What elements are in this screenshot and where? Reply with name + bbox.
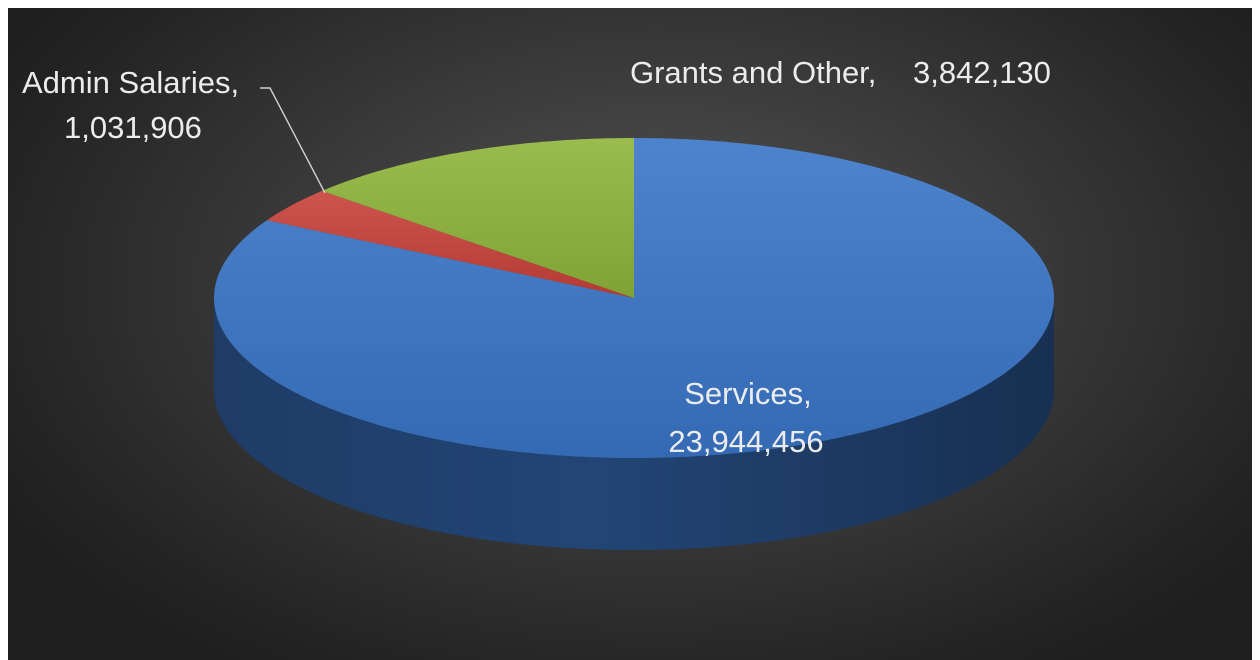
leader-line-admin — [260, 87, 326, 194]
slices-layer — [214, 138, 1054, 550]
pie-side-shade-services — [214, 298, 1054, 550]
data-label-value-services: 23,944,456 — [668, 424, 823, 459]
data-label-value-grants: 3,842,130 — [913, 55, 1051, 90]
chart-area: Grants and Other, 3,842,130 Admin Salari… — [8, 8, 1252, 660]
pie-slice-shade-grants-and-other — [321, 138, 634, 298]
data-label-name-admin: Admin Salaries, — [22, 65, 239, 100]
data-label-value-admin: 1,031,906 — [64, 110, 202, 145]
pie-chart: Grants and Other, 3,842,130 Admin Salari… — [22, 55, 1054, 550]
pie-slice-shade-admin-salaries — [267, 190, 634, 298]
data-label-name-services: Services, — [684, 376, 811, 411]
data-label-name-grants: Grants and Other, — [630, 55, 876, 90]
